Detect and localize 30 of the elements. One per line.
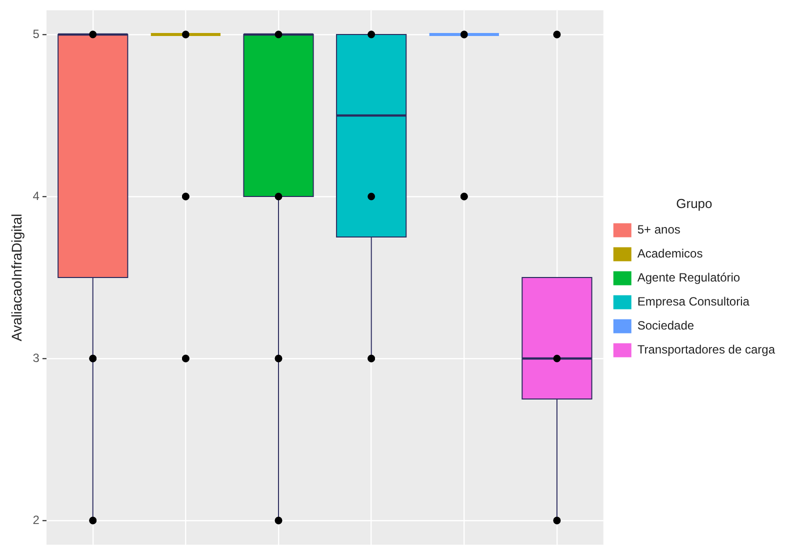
y-axis-title: AvaliacaoInfraDigital	[8, 214, 24, 342]
y-tick-label: 2	[32, 512, 40, 527]
legend-label: Empresa Consultoria	[637, 294, 750, 309]
legend-label: Academicos	[637, 246, 703, 261]
point	[89, 30, 97, 38]
point	[274, 516, 282, 524]
point	[182, 354, 190, 362]
point	[553, 30, 561, 38]
point	[89, 354, 97, 362]
point	[182, 192, 190, 200]
legend-label: Transportadores de carga	[637, 342, 776, 357]
point	[274, 30, 282, 38]
y-tick-label: 3	[32, 350, 40, 365]
legend-label: Agente Regulatório	[637, 270, 740, 285]
point	[368, 192, 376, 200]
legend-label: Sociedade	[637, 318, 694, 333]
point	[274, 192, 282, 200]
y-tick-label: 5	[32, 26, 40, 41]
point	[460, 192, 468, 200]
point	[553, 516, 561, 524]
point	[182, 30, 190, 38]
legend-title: Grupo	[676, 196, 712, 211]
point	[460, 30, 468, 38]
legend-label: 5+ anos	[637, 222, 680, 237]
point	[553, 354, 561, 362]
point	[89, 516, 97, 524]
point	[368, 30, 376, 38]
y-tick-label: 4	[32, 188, 40, 203]
point	[274, 354, 282, 362]
point	[368, 354, 376, 362]
